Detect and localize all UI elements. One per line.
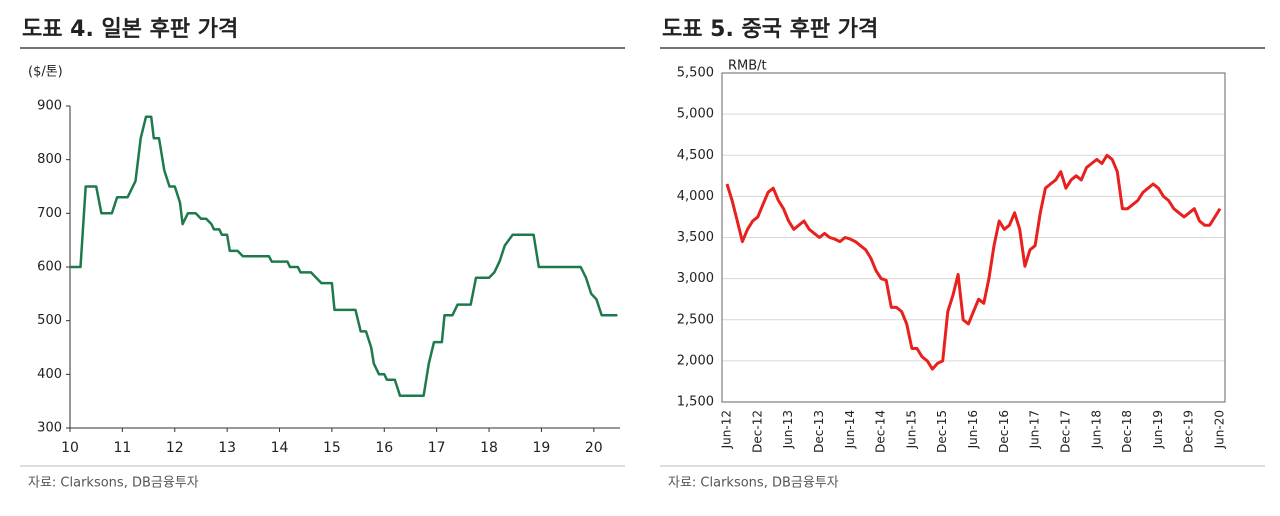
y-tick-label: 2,000 <box>677 353 714 368</box>
x-tick-label: Jun-18 <box>1089 410 1103 449</box>
x-tick-label: 12 <box>166 440 184 456</box>
plot-frame <box>721 72 1226 403</box>
y-unit: ($/톤) <box>28 65 63 80</box>
y-tick-label: 2,500 <box>677 312 714 327</box>
x-tick-label: Dec-12 <box>750 410 764 453</box>
y-tick-label: 4,000 <box>677 189 714 204</box>
y-tick-label: 600 <box>37 260 62 275</box>
x-tick-label: Jun-16 <box>966 410 980 449</box>
x-tick-label: Dec-16 <box>997 410 1011 453</box>
y-tick-label: 300 <box>37 421 62 436</box>
x-tick-label: 18 <box>480 440 498 456</box>
y-tick-label: 5,500 <box>677 66 714 81</box>
y-tick-label: 900 <box>37 99 62 114</box>
y-tick-label: 4,500 <box>677 148 714 163</box>
x-tick-label: 15 <box>323 440 341 456</box>
y-tick-label: 400 <box>37 367 62 382</box>
y-unit: RMB/t <box>728 59 767 74</box>
x-tick-label: Dec-15 <box>935 410 949 453</box>
chart-title: 도표 4. 일본 후판 가격 <box>22 17 238 42</box>
x-tick-label: Jun-17 <box>1028 410 1042 449</box>
x-tick-label: Jun-19 <box>1151 410 1165 449</box>
series-line <box>70 115 618 398</box>
x-tick-label: 11 <box>113 440 131 456</box>
chart-title: 도표 5. 중국 후판 가격 <box>662 17 878 42</box>
x-tick-label: 14 <box>271 440 289 456</box>
y-tick-label: 1,500 <box>677 395 714 410</box>
x-tick-label: 20 <box>585 440 603 456</box>
x-tick-label: Dec-14 <box>874 410 888 453</box>
y-tick-label: 800 <box>37 152 62 167</box>
x-tick-label: Jun-15 <box>904 410 918 449</box>
y-tick-label: 5,000 <box>677 107 714 122</box>
x-tick-label: 10 <box>61 440 79 456</box>
x-tick-label: Dec-17 <box>1058 410 1072 453</box>
x-tick-label: Dec-19 <box>1182 410 1196 453</box>
y-tick-label: 700 <box>37 206 62 221</box>
x-tick-label: Dec-18 <box>1120 410 1134 453</box>
x-tick-label: 19 <box>533 440 551 456</box>
x-tick-label: Dec-13 <box>812 410 826 453</box>
x-tick-label: 16 <box>375 440 393 456</box>
y-tick-label: 3,000 <box>677 271 714 286</box>
source: 자료: Clarksons, DB금융투자 <box>28 476 199 491</box>
x-tick-label: Jun-20 <box>1213 410 1227 449</box>
source: 자료: Clarksons, DB금융투자 <box>668 476 839 491</box>
x-tick-label: Jun-14 <box>843 410 857 449</box>
y-tick-label: 3,500 <box>677 230 714 245</box>
x-tick-label: Jun-12 <box>720 410 734 449</box>
x-tick-label: 17 <box>428 440 446 456</box>
x-tick-label: 13 <box>218 440 236 456</box>
y-tick-label: 500 <box>37 313 62 328</box>
x-tick-label: Jun-13 <box>781 410 795 449</box>
series-line <box>725 153 1222 371</box>
